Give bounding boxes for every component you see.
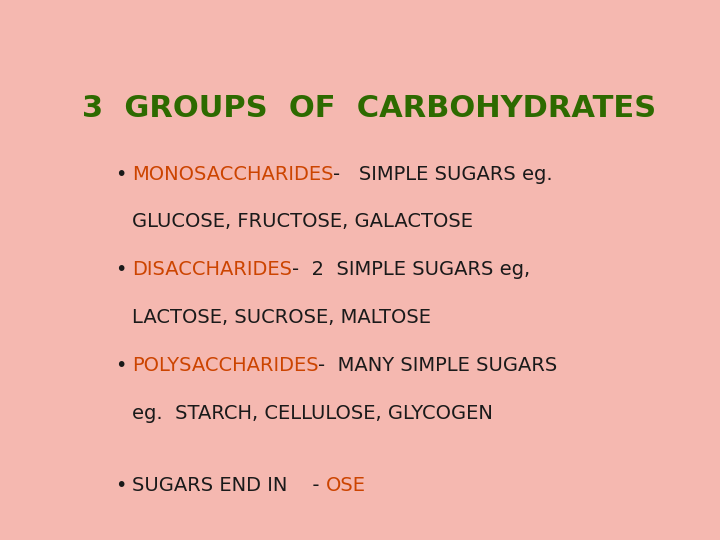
Text: -   SIMPLE SUGARS eg.: - SIMPLE SUGARS eg. <box>333 165 553 184</box>
Text: •: • <box>115 476 127 495</box>
Text: •: • <box>115 260 127 279</box>
Text: •: • <box>115 356 127 375</box>
Text: POLYSACCHARIDES: POLYSACCHARIDES <box>132 356 318 375</box>
Text: •: • <box>115 165 127 184</box>
Text: LACTOSE, SUCROSE, MALTOSE: LACTOSE, SUCROSE, MALTOSE <box>132 308 431 327</box>
Text: SUGARS END IN    -: SUGARS END IN - <box>132 476 325 495</box>
Text: eg.  STARCH, CELLULOSE, GLYCOGEN: eg. STARCH, CELLULOSE, GLYCOGEN <box>132 404 492 423</box>
Text: DISACCHARIDES: DISACCHARIDES <box>132 260 292 279</box>
Text: OSE: OSE <box>325 476 366 495</box>
Text: 3  GROUPS  OF  CARBOHYDRATES: 3 GROUPS OF CARBOHYDRATES <box>82 94 656 123</box>
Text: MONOSACCHARIDES: MONOSACCHARIDES <box>132 165 333 184</box>
Text: -  MANY SIMPLE SUGARS: - MANY SIMPLE SUGARS <box>318 356 558 375</box>
Text: GLUCOSE, FRUCTOSE, GALACTOSE: GLUCOSE, FRUCTOSE, GALACTOSE <box>132 212 473 232</box>
Text: -  2  SIMPLE SUGARS eg,: - 2 SIMPLE SUGARS eg, <box>292 260 530 279</box>
